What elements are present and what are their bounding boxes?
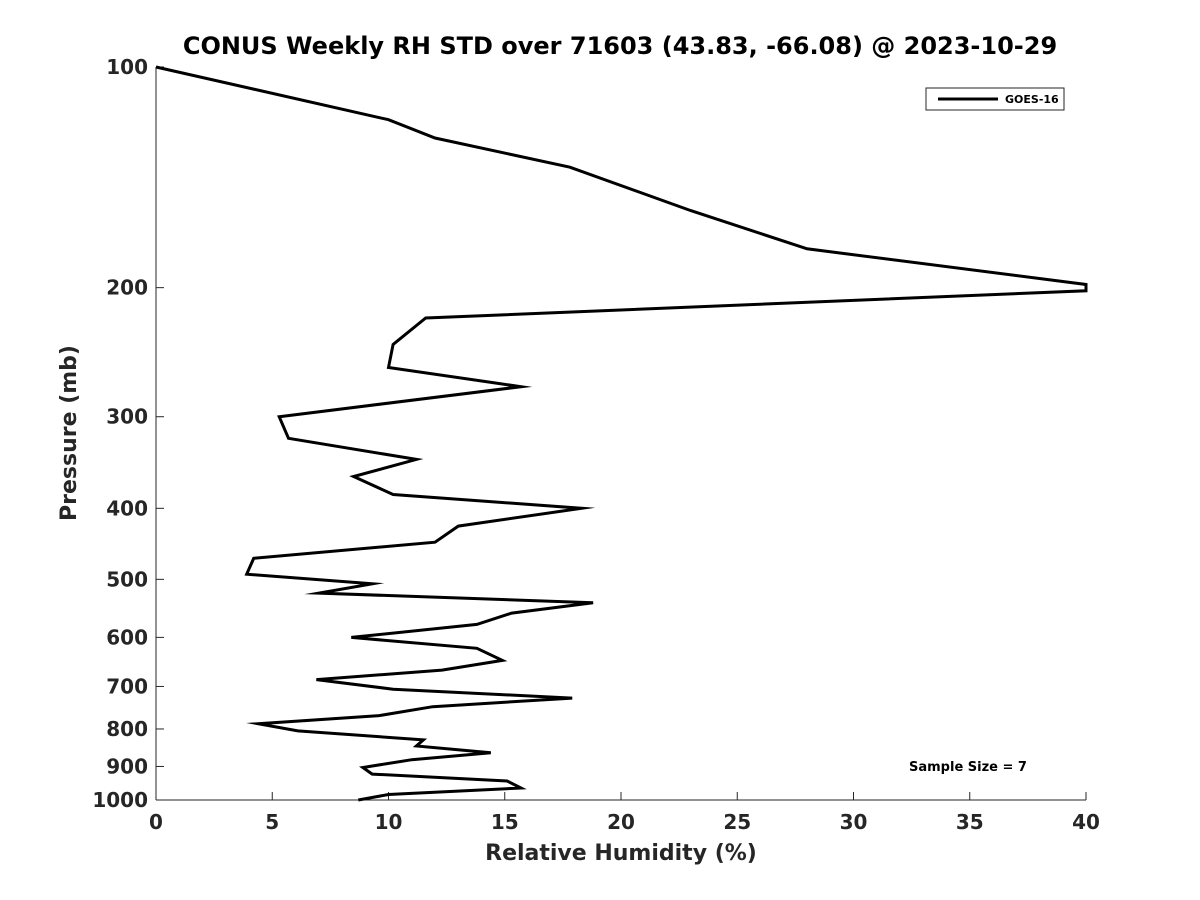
x-tick-label: 5 xyxy=(265,810,279,834)
legend-label-goes-16: GOES-16 xyxy=(1005,93,1059,106)
y-tick-label: 400 xyxy=(106,496,148,520)
sample-size-annotation: Sample Size = 7 xyxy=(909,760,1027,775)
y-tick-label: 500 xyxy=(106,567,148,591)
x-tick-label: 35 xyxy=(956,810,984,834)
y-tick-label: 800 xyxy=(106,717,148,741)
y-tick-label: 200 xyxy=(106,276,148,300)
series-layer xyxy=(155,65,1088,802)
legend: GOES-16 xyxy=(925,87,1065,111)
y-tick-label: 300 xyxy=(106,405,148,429)
x-tick-label: 0 xyxy=(149,810,163,834)
x-tick-label: 25 xyxy=(723,810,751,834)
x-axis-ticks: 0 5 10 15 20 25 30 35 40 xyxy=(149,792,1100,834)
y-tick-label: 1000 xyxy=(92,788,148,812)
axes xyxy=(155,67,1086,801)
y-tick-label: 600 xyxy=(106,625,148,649)
x-tick-label: 10 xyxy=(375,810,403,834)
chart-title: CONUS Weekly RH STD over 71603 (43.83, -… xyxy=(183,32,1057,60)
y-tick-label: 100 xyxy=(106,55,148,79)
y-tick-label: 700 xyxy=(106,674,148,698)
y-axis-label: Pressure (mb) xyxy=(57,345,82,521)
x-axis-label: Relative Humidity (%) xyxy=(485,841,757,866)
y-tick-label: 900 xyxy=(106,754,148,778)
series-line-goes-16 xyxy=(155,65,1088,802)
y-axis-ticks: 100 200 300 400 500 600 700 800 900 1000 xyxy=(92,55,164,812)
x-tick-label: 20 xyxy=(607,810,635,834)
x-tick-label: 40 xyxy=(1072,810,1100,834)
x-tick-label: 30 xyxy=(840,810,868,834)
x-tick-label: 15 xyxy=(491,810,519,834)
